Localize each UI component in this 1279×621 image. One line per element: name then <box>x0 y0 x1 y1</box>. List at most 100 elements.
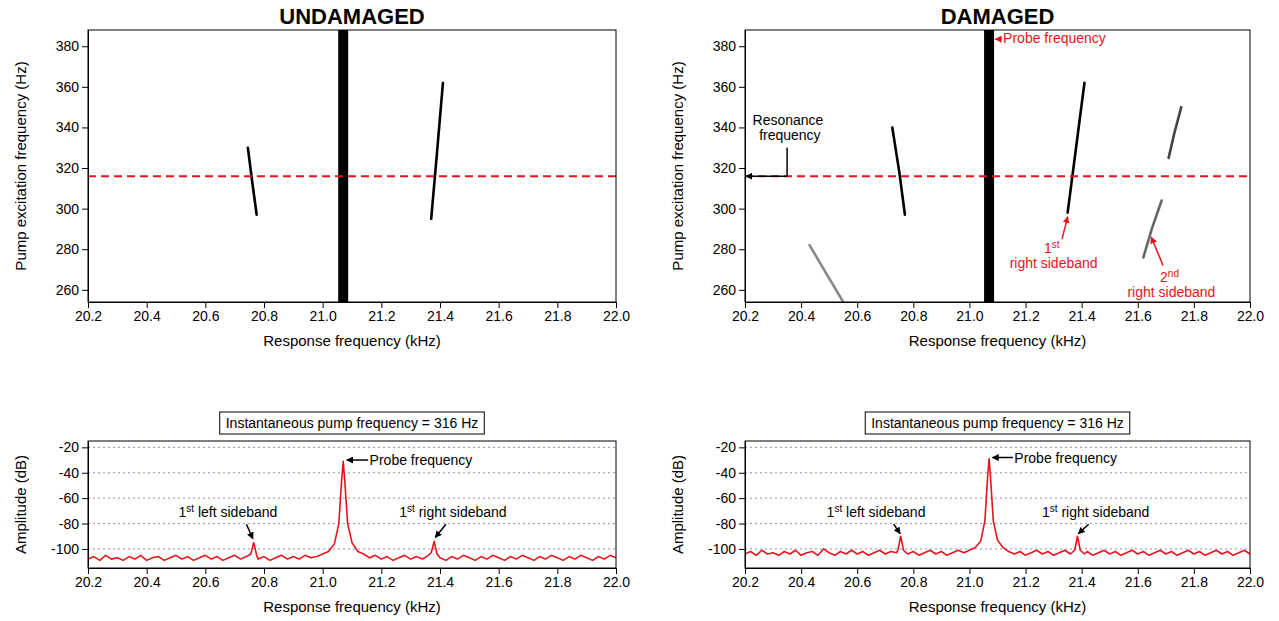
x-tick: 20.2 <box>732 568 759 590</box>
y-tick-label: 360 <box>713 79 737 95</box>
x-tick-label: 21.0 <box>956 574 983 590</box>
y-tick-mark <box>739 87 745 88</box>
text-part: 1 <box>399 504 407 520</box>
grid-line <box>745 548 1250 549</box>
text-part: right sideband <box>1058 504 1150 520</box>
annotation-arrow <box>1062 217 1068 239</box>
y-tick: 300 <box>713 201 745 217</box>
x-tick-label: 21.8 <box>544 574 571 590</box>
x-tick-label: 21.2 <box>368 574 395 590</box>
plot-area <box>745 459 1250 556</box>
probe-band <box>338 30 348 302</box>
sideband-line <box>1068 83 1085 213</box>
panel-title: DAMAGED <box>941 4 1055 29</box>
x-tick-label: 21.8 <box>1181 308 1208 324</box>
x-tick-label: 20.8 <box>251 308 278 324</box>
annotation: 1st left sideband <box>178 503 277 539</box>
x-tick-label: 21.4 <box>1069 574 1096 590</box>
grid-line <box>88 523 616 524</box>
x-tick-label: 21.0 <box>310 574 337 590</box>
title-frame <box>220 412 485 434</box>
x-tick-label: 21.4 <box>427 574 454 590</box>
y-tick-mark <box>82 473 88 474</box>
y-tick-mark <box>82 549 88 550</box>
panel-title: Instantaneous pump frequency = 316 Hz <box>871 415 1124 431</box>
x-tick: 21.6 <box>486 568 513 590</box>
grid-line <box>745 447 1250 448</box>
plot-area <box>88 30 616 302</box>
x-tick: 20.2 <box>732 302 759 324</box>
annotation-arrow <box>894 524 900 534</box>
y-tick: 360 <box>56 79 88 95</box>
title-box: Instantaneous pump frequency = 316 Hz <box>865 412 1130 434</box>
panel: 20.220.420.620.821.021.221.421.621.822.0… <box>669 4 1264 349</box>
text-line: 2nd <box>1160 268 1183 285</box>
x-tick: 22.0 <box>1237 302 1264 324</box>
y-axis-title: Pump excitation frequency (Hz) <box>669 61 686 270</box>
title-frame <box>865 412 1130 434</box>
grid <box>88 447 616 549</box>
x-tick: 20.6 <box>192 302 219 324</box>
y-tick-label: 300 <box>56 201 80 217</box>
annotation-bracket <box>786 148 788 176</box>
x-tick: 21.8 <box>544 302 571 324</box>
x-tick-label: 21.6 <box>1125 308 1152 324</box>
y-tick: -20 <box>716 439 745 455</box>
y-axis-line <box>88 31 89 303</box>
x-tick-label: 20.6 <box>844 574 871 590</box>
y-tick-mark <box>82 524 88 525</box>
y-tick-label: 280 <box>713 241 737 257</box>
y-tick-label: 300 <box>713 201 737 217</box>
y-tick-label: 260 <box>713 282 737 298</box>
sideband-line <box>431 83 443 219</box>
x-tick: 21.0 <box>310 568 337 590</box>
panel: 20.220.420.620.821.021.221.421.621.822.0… <box>669 412 1264 615</box>
y-tick-label: 380 <box>56 38 80 54</box>
sideband-line <box>1169 107 1182 158</box>
annotation-text: 1st right sideband <box>1010 239 1098 271</box>
annotation: 1st right sideband <box>1042 503 1149 534</box>
text-line: right sideband <box>1010 255 1098 271</box>
y-tick: -60 <box>716 490 745 506</box>
y-tick: -40 <box>716 465 745 481</box>
text-line: 1st left sideband <box>178 503 277 520</box>
annotation-text: 1st right sideband <box>399 503 506 520</box>
x-tick: 20.4 <box>134 302 161 324</box>
y-tick-label: -80 <box>716 516 736 532</box>
panel-title: UNDAMAGED <box>279 4 424 29</box>
annotation-text: 1st left sideband <box>178 503 277 520</box>
x-tick: 21.6 <box>486 302 513 324</box>
x-tick: 21.0 <box>956 302 983 324</box>
x-axis-line <box>89 568 617 569</box>
panel-title: Instantaneous pump frequency = 316 Hz <box>226 415 479 431</box>
annotation: Probe frequency <box>347 452 473 468</box>
plot-frame <box>745 30 1250 302</box>
text-line: 1st <box>1044 239 1063 256</box>
y-tick-label: -100 <box>51 541 79 557</box>
text-part: right sideband <box>415 504 507 520</box>
text-line: Probe frequency <box>1003 30 1106 46</box>
x-axis: 20.220.420.620.821.021.221.421.621.822.0 <box>75 302 630 324</box>
sideband-line <box>810 245 844 302</box>
x-tick-label: 20.2 <box>732 574 759 590</box>
x-tick-label: 21.8 <box>1181 574 1208 590</box>
annotation: 1st right sideband <box>1010 217 1098 272</box>
y-tick: 280 <box>713 241 745 257</box>
annotation-text: Probe frequency <box>1003 30 1106 46</box>
y-tick-mark <box>82 498 88 499</box>
text-line: Resonance <box>753 112 828 128</box>
x-tick: 20.4 <box>788 568 815 590</box>
y-tick: 280 <box>56 241 88 257</box>
y-axis: 260280300320340360380 <box>713 31 746 303</box>
y-tick-mark <box>82 209 88 210</box>
figure: 20.2 20.4 20.6 20.8 21.0 21.2 21.4 21.6 21.8 22.0… <box>0 0 1279 621</box>
x-tick: 21.4 <box>427 302 454 324</box>
y-tick-mark <box>739 209 745 210</box>
annotation: 1st left sideband <box>827 503 926 534</box>
x-tick: 21.0 <box>310 302 337 324</box>
text-part: 2 <box>1160 269 1168 285</box>
text-line: right sideband <box>1127 284 1215 300</box>
y-tick-label: -20 <box>716 439 736 455</box>
annotation-text: 1st left sideband <box>827 503 926 520</box>
y-tick-mark <box>739 447 745 448</box>
